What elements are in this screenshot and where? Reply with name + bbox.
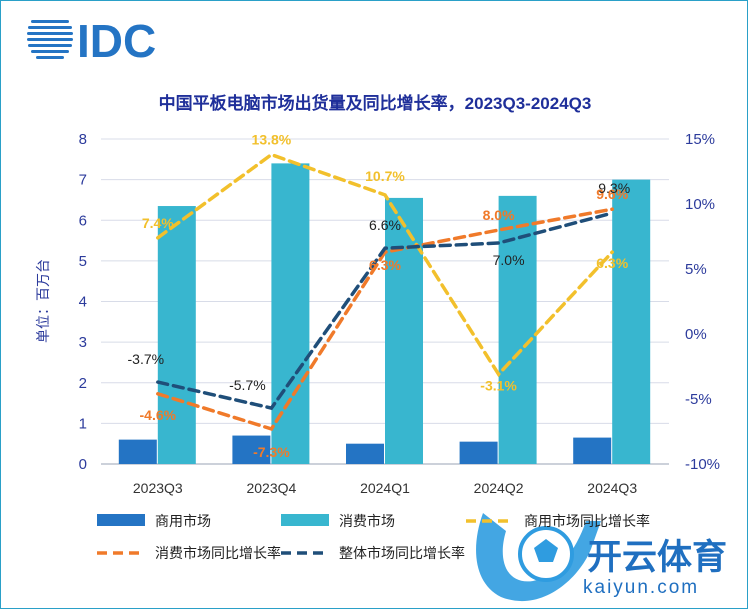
category-labels: 2023Q3 2023Q4 2024Q1 2024Q2 2024Q3 xyxy=(133,480,637,496)
legend-swatch xyxy=(281,514,329,526)
right-tick-label: -10% xyxy=(685,456,720,473)
right-axis-ticks: -10% -5% 0% 5% 10% 15% xyxy=(685,131,720,473)
overall-yoy-label: 9.3% xyxy=(598,180,630,196)
consumer-yoy-label: 8.0% xyxy=(483,207,515,223)
right-tick-label: 15% xyxy=(685,131,715,148)
commercial-yoy-label: -3.1% xyxy=(480,377,517,393)
lines xyxy=(156,152,614,431)
commercial-yoy-label: 7.4% xyxy=(142,215,174,231)
legend-label: 消费市场同比增长率 xyxy=(155,545,281,561)
overall-yoy-label: -3.7% xyxy=(128,351,165,367)
watermark: 开云体育 kaiyun.com xyxy=(476,513,727,602)
consumer-bar xyxy=(157,206,196,464)
watermark-url: kaiyun.com xyxy=(583,577,699,598)
idc-globe-icon xyxy=(27,20,73,59)
consumer-bar xyxy=(498,195,537,464)
right-tick-label: 5% xyxy=(685,261,707,278)
bars xyxy=(118,163,651,464)
consumer-yoy-label: -4.6% xyxy=(140,407,177,423)
category-label: 2024Q2 xyxy=(474,480,524,496)
commercial-bar xyxy=(232,435,271,464)
overall-yoy-label: -5.7% xyxy=(229,377,266,393)
category-label: 2023Q4 xyxy=(246,480,296,496)
consumer-yoy-line xyxy=(156,207,614,431)
category-label: 2023Q3 xyxy=(133,480,183,496)
category-label: 2024Q1 xyxy=(360,480,410,496)
right-tick-label: 10% xyxy=(685,196,715,213)
commercial-bar xyxy=(573,437,612,464)
consumer-bar xyxy=(385,197,423,464)
commercial-yoy-label: 6.3% xyxy=(596,255,628,271)
left-tick-label: 2 xyxy=(79,375,87,392)
watermark-swoosh xyxy=(476,513,601,602)
left-tick-label: 4 xyxy=(79,294,87,311)
right-tick-label: -5% xyxy=(685,391,712,408)
legend-label: 商用市场 xyxy=(155,513,211,529)
legend-swatch xyxy=(97,514,145,526)
commercial-bar xyxy=(118,439,157,464)
data-labels: 7.4% 13.8% 10.7% -3.1% 6.3% -4.6% -7.3% 6.3% 8.0… xyxy=(128,132,631,460)
commercial-bar xyxy=(346,443,384,464)
idc-logo: IDC xyxy=(27,15,156,67)
consumer-bar xyxy=(271,163,310,464)
commercial-yoy-label: 13.8% xyxy=(252,132,292,148)
commercial-yoy-label: 10.7% xyxy=(365,168,405,184)
left-tick-label: 3 xyxy=(79,334,87,351)
legend-label: 整体市场同比增长率 xyxy=(339,545,465,561)
left-tick-label: 7 xyxy=(79,172,87,189)
consumer-yoy-label: 6.3% xyxy=(369,257,401,273)
overall-yoy-label: 7.0% xyxy=(493,252,525,268)
chart-title: 中国平板电脑市场出货量及同比增长率，2023Q3-2024Q3 xyxy=(159,93,592,113)
right-tick-label: 0% xyxy=(685,326,707,343)
consumer-yoy-label: -7.3% xyxy=(253,444,290,460)
left-tick-label: 6 xyxy=(79,212,87,229)
commercial-bar xyxy=(459,441,498,464)
category-label: 2024Q3 xyxy=(587,480,637,496)
idc-logo-text: IDC xyxy=(77,15,156,67)
left-axis-ticks: 0 1 2 3 4 5 6 7 8 xyxy=(79,131,87,473)
left-tick-label: 1 xyxy=(79,415,87,432)
consumer-bar xyxy=(612,179,651,464)
overall-yoy-label: 6.6% xyxy=(369,217,401,233)
legend-label: 商用市场同比增长率 xyxy=(524,513,650,529)
left-tick-label: 5 xyxy=(79,253,87,270)
left-tick-label: 0 xyxy=(79,456,87,473)
legend-label: 消费市场 xyxy=(339,513,395,529)
left-tick-label: 8 xyxy=(79,131,87,148)
overall-yoy-line xyxy=(156,211,614,411)
watermark-cn: 开云体育 xyxy=(587,538,727,578)
consumer-yoy-label: 9.6% xyxy=(596,186,628,202)
y-axis-label: 单位：百万台 xyxy=(35,259,51,343)
commercial-yoy-line xyxy=(156,152,614,378)
